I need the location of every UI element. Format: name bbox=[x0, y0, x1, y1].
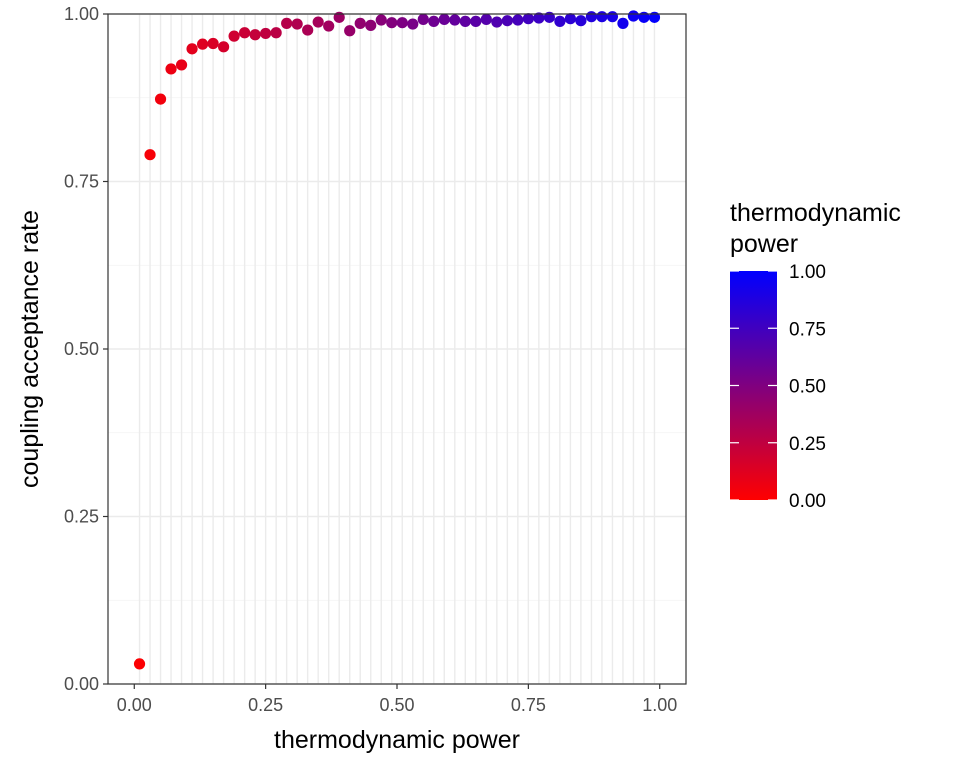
data-point bbox=[344, 25, 356, 37]
data-point bbox=[428, 15, 440, 27]
data-point bbox=[407, 18, 419, 30]
y-tick-label: 1.00 bbox=[64, 4, 99, 24]
legend-ticks: 1.00 0.75 0.50 0.25 0.00 bbox=[730, 262, 826, 512]
data-point bbox=[323, 20, 335, 32]
data-point bbox=[564, 13, 577, 25]
data-point bbox=[491, 16, 503, 28]
data-point bbox=[480, 13, 492, 25]
data-point bbox=[438, 13, 450, 25]
color-legend: thermodynamic power 1.00 0.75 0.50 0.25 0.00 bbox=[730, 199, 901, 512]
data-point bbox=[585, 11, 598, 23]
data-point bbox=[302, 24, 314, 36]
data-point bbox=[207, 37, 219, 50]
x-tick-label: 1.00 bbox=[642, 695, 677, 715]
data-point bbox=[606, 11, 619, 23]
y-tick-label: 0.00 bbox=[64, 674, 99, 694]
legend-title-line-1: thermodynamic bbox=[730, 199, 901, 227]
data-point bbox=[596, 11, 608, 23]
data-point bbox=[417, 13, 429, 25]
y-axis-title: coupling acceptance rate bbox=[16, 210, 44, 488]
legend-label: 1.00 bbox=[789, 262, 826, 283]
y-tick-label: 0.75 bbox=[64, 172, 99, 192]
data-point bbox=[512, 14, 524, 26]
data-point bbox=[218, 41, 230, 53]
legend-title-line-2: power bbox=[730, 230, 798, 258]
data-point bbox=[196, 38, 209, 50]
plot-panel bbox=[107, 10, 687, 685]
data-point bbox=[144, 149, 156, 161]
data-point bbox=[165, 63, 177, 75]
data-point bbox=[470, 15, 482, 27]
data-point bbox=[449, 14, 461, 26]
data-point bbox=[228, 30, 240, 42]
data-point bbox=[575, 15, 587, 27]
data-point bbox=[459, 15, 471, 27]
data-point bbox=[375, 14, 387, 26]
x-axis: 0.00 0.25 0.50 0.75 1.00 bbox=[117, 684, 677, 715]
data-point bbox=[260, 27, 272, 40]
data-point bbox=[522, 13, 534, 25]
data-point bbox=[270, 27, 282, 39]
data-point bbox=[365, 19, 377, 31]
data-point bbox=[533, 12, 545, 24]
data-point bbox=[281, 17, 293, 29]
x-tick-label: 0.75 bbox=[511, 695, 546, 715]
data-point bbox=[627, 10, 640, 22]
y-axis: 0.00 0.25 0.50 0.75 1.00 bbox=[64, 4, 108, 694]
data-point bbox=[133, 658, 146, 670]
legend-label: 0.50 bbox=[789, 377, 826, 398]
y-tick-label: 0.25 bbox=[64, 507, 99, 527]
x-tick-label: 0.25 bbox=[248, 695, 283, 715]
legend-label: 0.25 bbox=[789, 434, 826, 455]
legend-label: 0.75 bbox=[789, 319, 826, 340]
data-point bbox=[617, 17, 629, 29]
data-point bbox=[239, 27, 251, 39]
x-axis-title: thermodynamic power bbox=[274, 726, 520, 754]
data-point bbox=[501, 15, 513, 27]
data-point bbox=[291, 18, 303, 30]
data-point bbox=[186, 43, 198, 55]
data-point bbox=[312, 16, 324, 28]
data-point bbox=[396, 17, 408, 29]
data-point bbox=[175, 59, 188, 71]
data-point bbox=[554, 15, 566, 27]
x-tick-label: 0.50 bbox=[379, 695, 414, 715]
y-tick-label: 0.50 bbox=[64, 339, 99, 359]
x-tick-label: 0.00 bbox=[117, 695, 152, 715]
data-point bbox=[154, 93, 167, 105]
minor-gridlines bbox=[108, 97, 686, 601]
major-gridlines bbox=[108, 13, 686, 685]
data-point bbox=[386, 17, 398, 29]
legend-label: 0.00 bbox=[789, 491, 826, 512]
data-point bbox=[249, 29, 261, 41]
data-point bbox=[354, 17, 366, 29]
